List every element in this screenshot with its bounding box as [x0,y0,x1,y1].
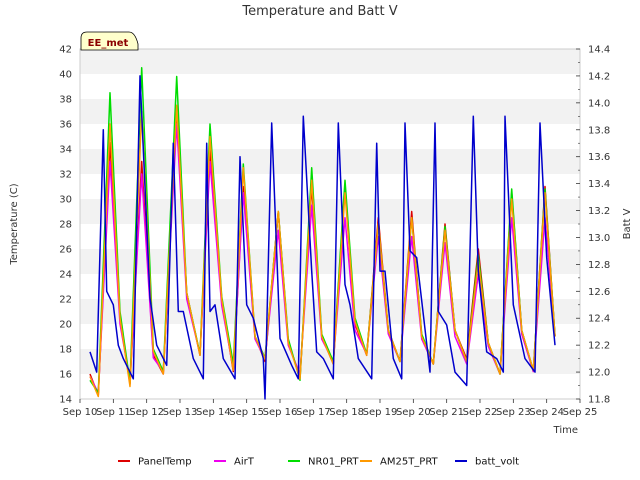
y-tick-right-label: 14.2 [588,71,610,82]
legend-label-nr01-prt: NR01_PRT [308,457,359,468]
y-tick-right-label: 12.8 [588,260,610,271]
grid-band [80,149,580,174]
legend-label-am25t-prt: AM25T_PRT [380,457,439,468]
x-axis-label: Time [553,425,578,436]
y-tick-left-label: 20 [59,320,72,331]
y-tick-right-label: 14.4 [588,45,610,56]
x-tick-label: Sep 18 [329,407,364,418]
series-lines [89,67,556,400]
y-tick-left-label: 18 [59,345,72,356]
y-tick-right-label: 11.8 [588,395,610,406]
y-ticks-right: 11.8 12.0 12.2 12.4 12.6 12.8 13.0 13.2 13.4 13.6… [576,45,610,406]
y-tick-left-label: 40 [59,70,72,81]
x-tick-label: Sep 11 [96,407,131,418]
x-tick-label: Sep 24 [529,407,564,418]
y-tick-left-label: 28 [59,220,72,231]
grid-band [80,49,580,74]
y-tick-left-label: 26 [59,245,72,256]
y-axis-right-label: Batt V [622,208,633,239]
y-tick-right-label: 13.0 [588,233,610,244]
grid-band [80,199,580,224]
x-tick-label: Sep 21 [429,407,464,418]
legend-label-airt: AirT [234,457,255,468]
x-tick-label: Sep 14 [196,407,231,418]
y-tick-right-label: 13.6 [588,152,610,163]
y-tick-right-label: 12.4 [588,314,610,325]
chart-title: Temperature and Batt V [241,4,397,19]
y-tick-right-label: 14.0 [588,98,610,109]
grid-band [80,124,580,149]
y-tick-right-label: 13.8 [588,125,610,136]
series-line-batt-volt [89,75,556,400]
y-tick-left-label: 22 [59,295,72,306]
grid-band [80,174,580,199]
grid-band [80,99,580,124]
x-tick-label: Sep 10 [63,407,98,418]
y-tick-left-label: 14 [59,395,72,406]
x-tick-label: Sep 23 [496,407,531,418]
grid-band [80,249,580,274]
grid-band [80,324,580,349]
station-badge: EE_met [80,31,139,51]
x-tick-label: Sep 19 [363,407,398,418]
grid-band [80,299,580,324]
grid-band [80,74,580,99]
y-tick-right-label: 13.2 [588,206,610,217]
y-tick-left-label: 24 [59,270,72,281]
plot-bands [80,49,580,399]
y-tick-left-label: 38 [59,95,72,106]
x-tick-label: Sep 16 [263,407,298,418]
y-tick-left-label: 30 [59,195,72,206]
x-tick-label: Sep 25 [563,407,598,418]
y-tick-left-label: 32 [59,170,72,181]
y-tick-right-label: 12.2 [588,341,610,352]
x-tick-label: Sep 15 [229,407,264,418]
y-tick-left-label: 36 [59,120,72,131]
legend-label-paneltemp: PanelTemp [138,457,192,468]
y-tick-left-label: 42 [59,45,72,56]
x-tick-label: Sep 12 [129,407,164,418]
x-tick-label: Sep 17 [296,407,331,418]
x-tick-label: Sep 13 [163,407,198,418]
legend: PanelTemp AirT NR01_PRT AM25T_PRT batt_volt [118,457,519,468]
y-ticks-left: 14 16 18 20 22 24 26 28 30 32 34 36 38 40 42 [59,45,72,406]
grid-band [80,374,580,399]
y-tick-right-label: 12.6 [588,287,610,298]
y-axis-left-label: Temperature (C) [9,183,20,265]
legend-label-batt-volt: batt_volt [475,457,519,468]
y-tick-left-label: 34 [59,145,72,156]
station-label: EE_met [88,38,129,49]
grid-band [80,224,580,249]
x-tick-label: Sep 20 [396,407,431,418]
y-tick-left-label: 16 [59,370,72,381]
y-tick-right-label: 13.4 [588,179,610,190]
grid-band [80,274,580,299]
x-tick-label: Sep 22 [463,407,498,418]
y-tick-right-label: 12.0 [588,368,610,379]
